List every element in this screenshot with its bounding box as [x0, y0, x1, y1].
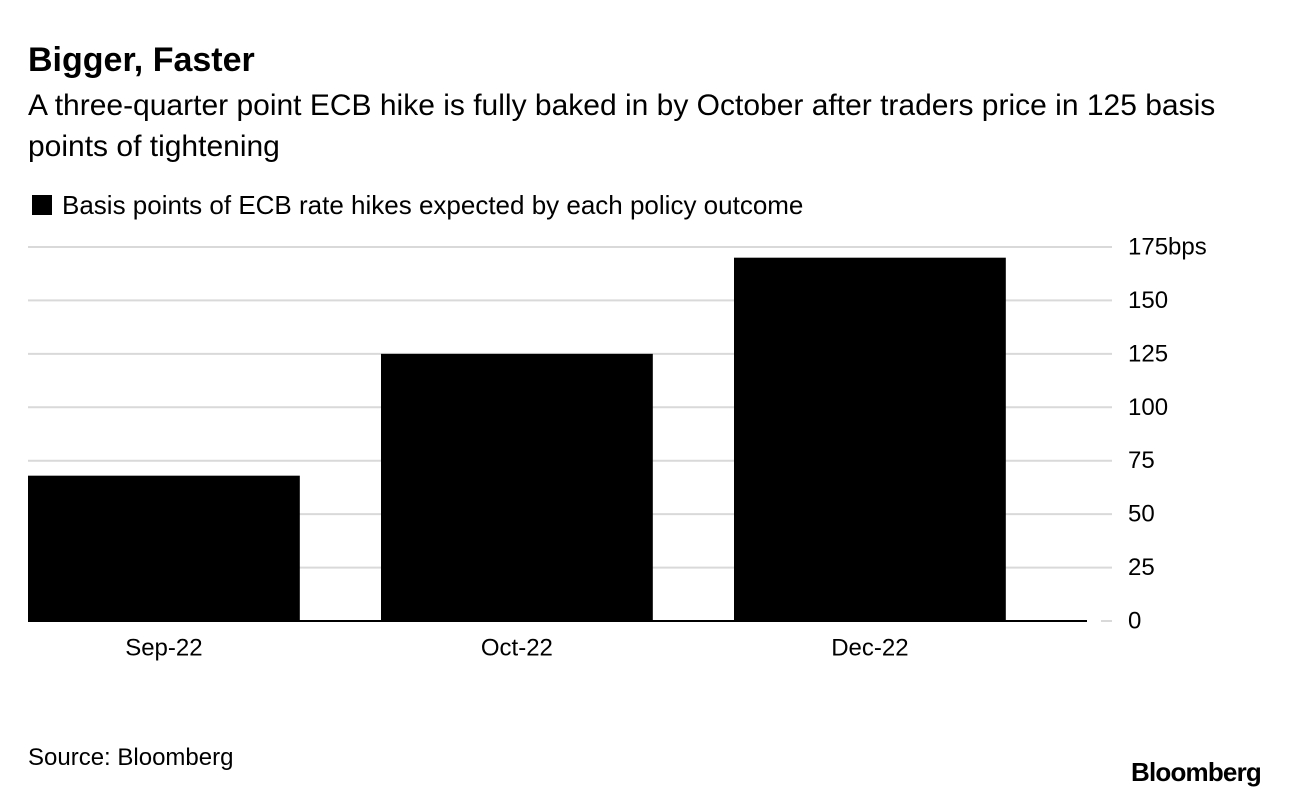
source-note: Source: Bloomberg — [28, 744, 234, 771]
y-tick-label: 150 — [1128, 287, 1168, 314]
x-tick-label: Oct-22 — [481, 635, 553, 662]
bars — [28, 257, 1006, 621]
y-tick-label: 175bps — [1128, 234, 1207, 261]
x-tick-label: Dec-22 — [831, 635, 908, 662]
bar — [381, 353, 653, 621]
y-tick-label: 100 — [1128, 394, 1168, 421]
y-tick-label: 25 — [1128, 554, 1155, 581]
y-tick-label: 50 — [1128, 501, 1155, 528]
bar — [734, 257, 1006, 621]
legend-swatch — [32, 195, 52, 215]
chart-subtitle: A three-quarter point ECB hike is fully … — [28, 89, 1216, 163]
x-tick-label: Sep-22 — [125, 635, 202, 662]
chart-title: Bigger, Faster — [28, 41, 255, 79]
y-tick-label: 75 — [1128, 447, 1155, 474]
y-axis-ticks: 0 25 50 75 100 125 150 175bps — [1128, 234, 1207, 635]
legend: Basis points of ECB rate hikes expected … — [32, 189, 803, 221]
bar — [28, 475, 300, 621]
bloomberg-logo: Bloomberg — [1130, 757, 1262, 787]
y-tick-label: 0 — [1128, 608, 1141, 635]
y-tick-label: 125 — [1128, 340, 1168, 367]
x-axis-ticks: Sep-22 Oct-22 Dec-22 — [125, 635, 908, 662]
legend-label: Basis points of ECB rate hikes expected … — [62, 189, 804, 220]
